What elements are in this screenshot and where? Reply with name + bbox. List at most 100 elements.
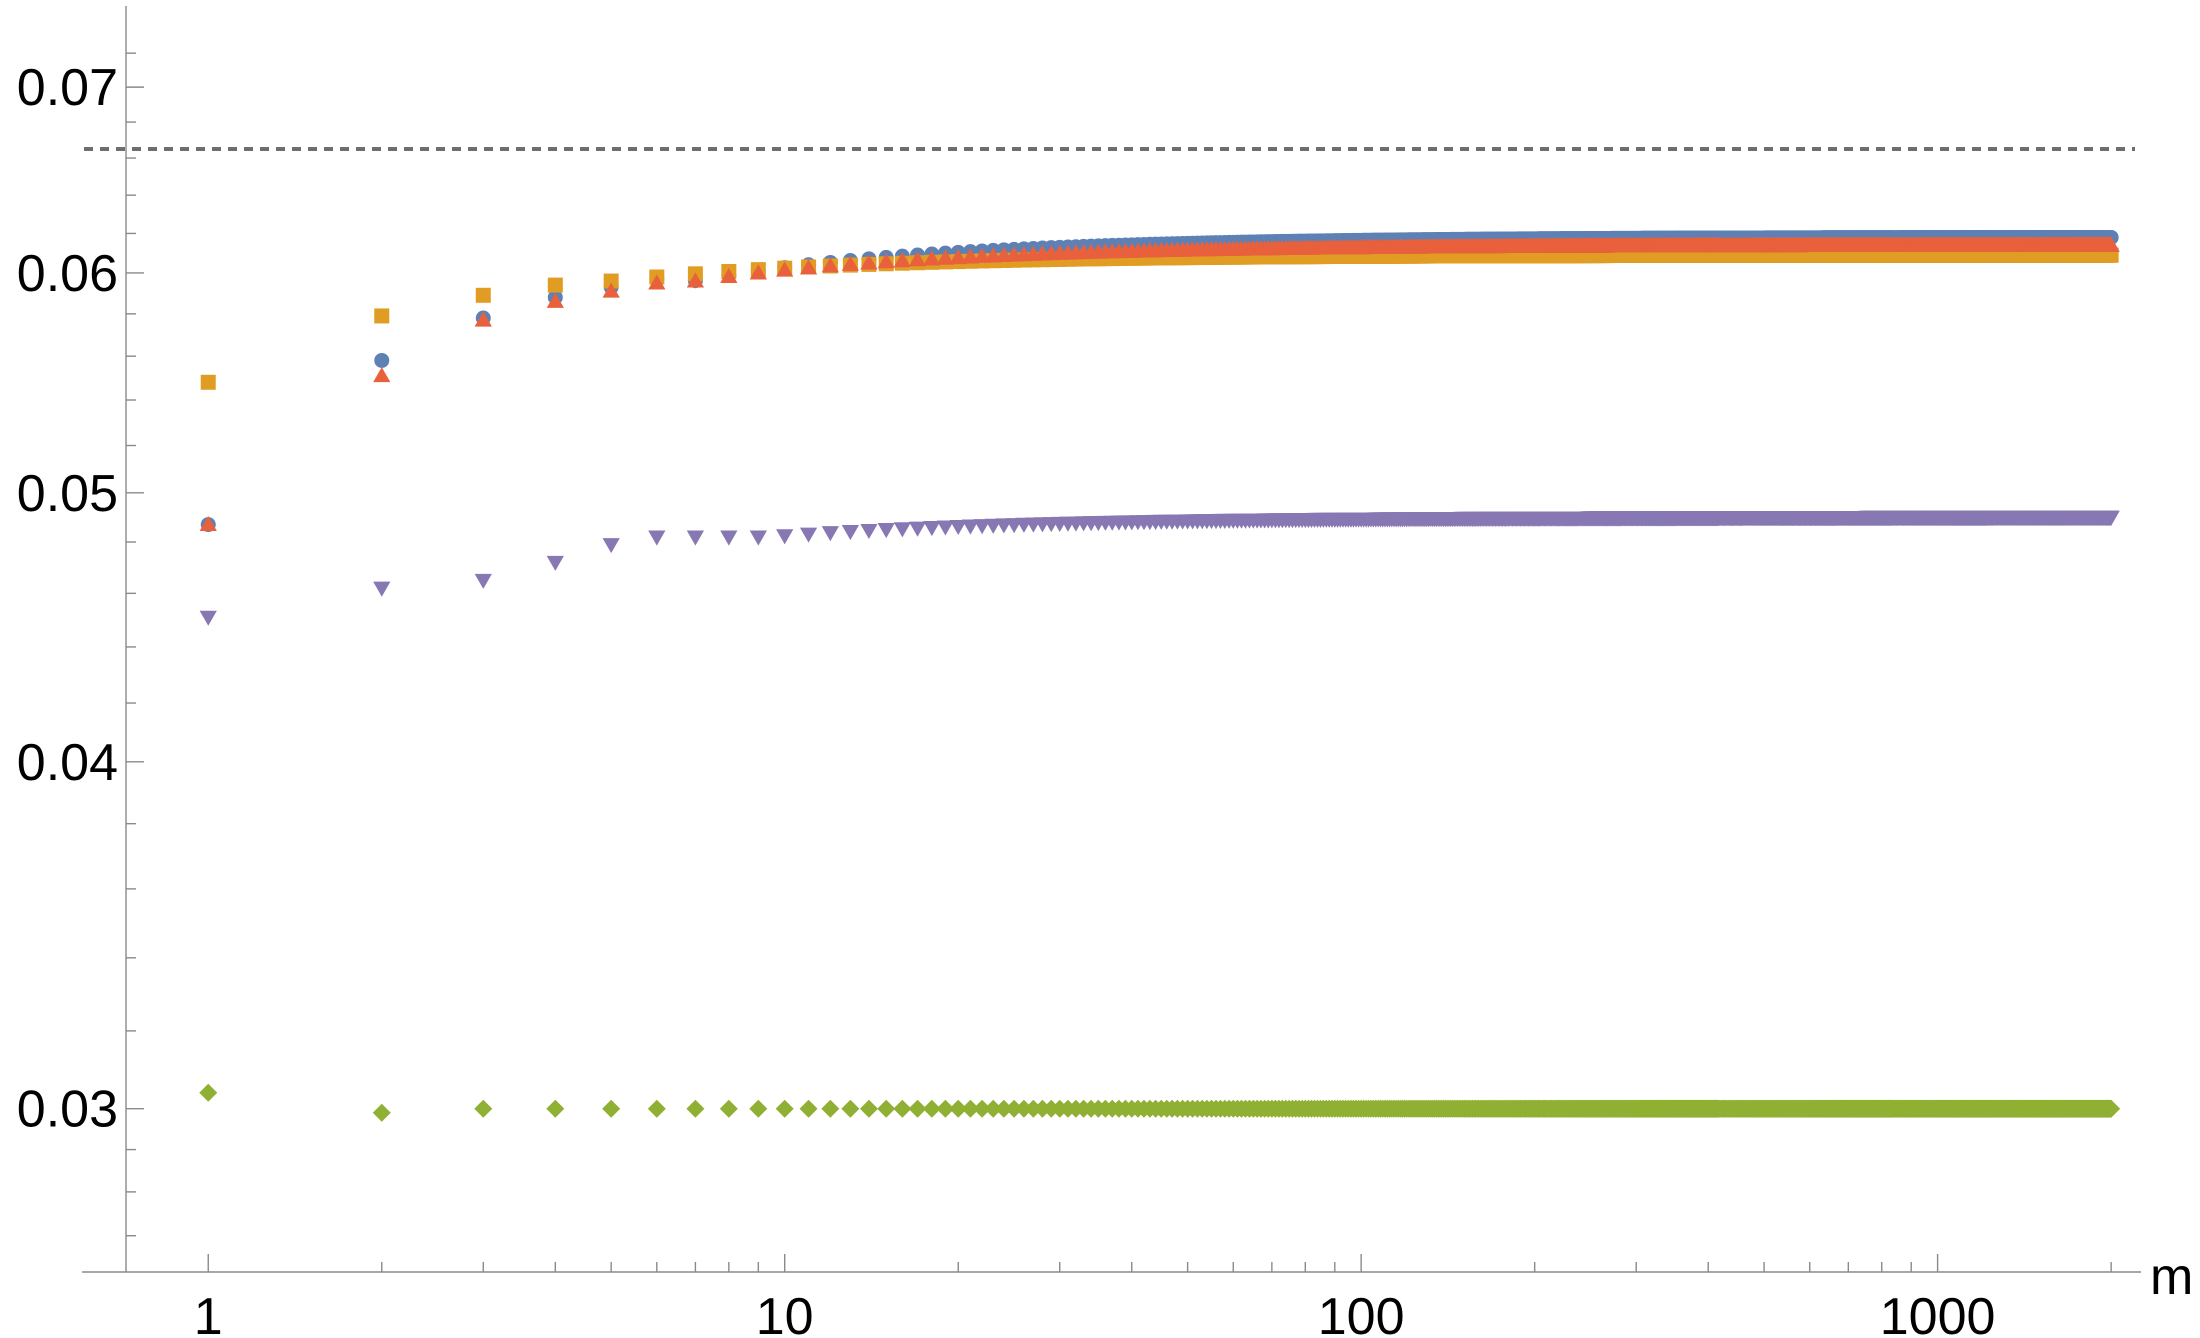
data-point-diamond [1024, 1099, 1043, 1118]
data-point-triangle-down [686, 530, 705, 546]
data-point-triangle-up [908, 251, 927, 267]
data-point-triangle-down [720, 530, 738, 546]
data-point-diamond [936, 1099, 955, 1118]
data-point-circle [374, 352, 390, 368]
data-point-diamond [2102, 1099, 2121, 1118]
data-point-triangle-down [908, 521, 927, 537]
data-point-triangle-down [893, 522, 911, 538]
data-point-triangle-down [799, 527, 818, 543]
x-ticks: 1 10 100 1000 [194, 1254, 2112, 1338]
data-point-triangle-down [749, 530, 767, 546]
y-tick-label: 0.03 [17, 1081, 118, 1139]
series-triangle-down [199, 510, 2120, 626]
data-point-triangle-up [936, 249, 955, 265]
data-point-triangle-down [961, 519, 980, 535]
data-point-triangle-up [546, 292, 564, 308]
data-point-diamond [546, 1099, 565, 1118]
y-tick-label: 0.06 [17, 245, 118, 303]
data-point-triangle-up [841, 255, 860, 271]
data-point-square [200, 374, 216, 390]
x-tick-label: 10 [756, 1288, 814, 1338]
data-point-triangle-down [2102, 510, 2120, 526]
data-point-triangle-up [799, 259, 818, 275]
data-point-diamond [602, 1099, 621, 1118]
data-point-triangle-down [877, 523, 895, 539]
series-layer [199, 229, 2121, 1122]
series-diamond [199, 1083, 2121, 1122]
data-point-triangle-up [686, 272, 705, 288]
data-point-triangle-up [720, 267, 738, 283]
data-point-triangle-down [546, 555, 564, 571]
data-point-triangle-up [648, 274, 666, 290]
data-point-diamond [984, 1099, 1003, 1118]
data-point-triangle-up [749, 264, 767, 280]
data-point-triangle-down [923, 520, 941, 537]
x-tick-label: 100 [1318, 1288, 1405, 1338]
data-point-triangle-down [199, 610, 217, 626]
data-point-diamond [775, 1099, 794, 1118]
data-point-diamond [647, 1099, 666, 1118]
data-point-diamond [841, 1099, 860, 1118]
data-point-triangle-up [877, 253, 895, 269]
data-point-triangle-down [973, 519, 991, 535]
data-point-diamond [973, 1099, 992, 1118]
data-point-triangle-down [373, 581, 391, 597]
data-point-diamond [199, 1083, 218, 1102]
data-point-triangle-up [949, 248, 967, 265]
data-point-square [374, 308, 390, 324]
y-tick-label: 0.07 [17, 59, 118, 117]
data-point-diamond [474, 1099, 493, 1118]
data-point-triangle-up [776, 261, 794, 277]
data-point-triangle-down [860, 523, 878, 540]
data-point-diamond [821, 1099, 840, 1118]
data-point-triangle-up [893, 252, 911, 268]
data-point-triangle-up [602, 282, 620, 298]
data-point-triangle-up [474, 311, 492, 327]
x-tick-label: 1 [194, 1288, 223, 1338]
data-point-diamond [949, 1099, 968, 1118]
y-tick-label: 0.05 [17, 465, 118, 523]
data-point-triangle-down [984, 518, 1002, 534]
data-point-diamond [799, 1099, 818, 1118]
data-point-triangle-down [474, 573, 492, 589]
data-point-diamond [1005, 1099, 1024, 1118]
data-point-triangle-down [821, 526, 839, 542]
data-point-triangle-up [373, 367, 391, 383]
data-point-triangle-down [936, 520, 955, 536]
data-point-diamond [372, 1103, 391, 1122]
data-point-triangle-up [923, 250, 941, 266]
axes: 1 10 100 1000 0.03 0.04 0.05 0.06 0.07 m [17, 6, 2193, 1338]
data-point-triangle-down [602, 538, 620, 554]
data-point-triangle-up [860, 254, 878, 270]
data-point-diamond [859, 1099, 878, 1118]
x-axis-label: m [2150, 1248, 2193, 1306]
data-point-diamond [994, 1099, 1013, 1118]
data-point-triangle-up [199, 515, 217, 532]
data-point-square [603, 273, 619, 289]
data-point-triangle-up [821, 257, 839, 273]
data-point-square [475, 287, 491, 303]
data-point-triangle-down [841, 524, 860, 541]
data-point-square [547, 277, 563, 293]
series-triangle-up [199, 236, 2120, 532]
data-point-triangle-down [648, 530, 666, 546]
data-point-triangle-up [973, 247, 991, 263]
data-point-triangle-down [776, 529, 794, 545]
x-tick-label: 1000 [1880, 1288, 1996, 1338]
data-point-diamond [719, 1099, 738, 1118]
data-point-diamond [749, 1099, 768, 1118]
data-point-diamond [686, 1099, 705, 1118]
data-point-diamond [961, 1099, 980, 1118]
data-point-triangle-up [2102, 236, 2120, 252]
data-point-diamond [1014, 1099, 1033, 1118]
data-point-triangle-down [949, 519, 967, 536]
data-point-triangle-up [961, 248, 980, 264]
data-point-diamond [877, 1099, 896, 1118]
data-point-diamond [893, 1099, 912, 1118]
y-tick-label: 0.04 [17, 734, 118, 792]
data-point-diamond [908, 1099, 927, 1118]
data-point-diamond [922, 1099, 941, 1118]
series-circle [200, 229, 2119, 533]
y-ticks: 0.03 0.04 0.05 0.06 0.07 [17, 52, 144, 1237]
